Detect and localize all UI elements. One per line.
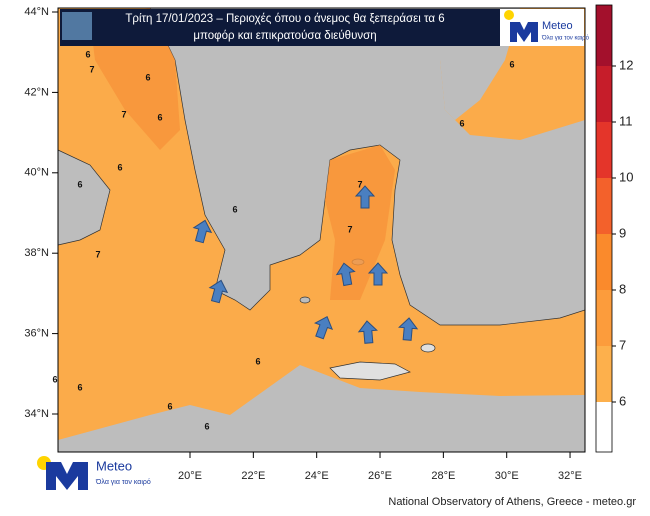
contour-label: 6 — [52, 374, 57, 384]
colorbar-band — [596, 178, 612, 234]
logo-sun — [504, 10, 514, 20]
colorbar: 6 7 8 9 10 11 12 — [595, 4, 633, 453]
contour-labels: 6 7 6 7 6 6 7 6 6 7 6 6 6 6 7 6 6 6 — [52, 49, 514, 431]
contour-label: 6 — [157, 112, 162, 122]
logo-tagline: Όλα για τον καιρό — [541, 35, 590, 42]
contour-label: 7 — [89, 64, 94, 74]
colorbar-label: 10 — [619, 169, 633, 184]
colorbar-band — [596, 234, 612, 290]
colorbar-frame — [595, 4, 613, 453]
title: μποφόρ και επικρατούσα διεύθυνση — [193, 30, 376, 42]
contour-label: 6 — [255, 356, 260, 366]
colorbar-label: 11 — [619, 113, 633, 128]
colorbar-band — [596, 402, 612, 452]
crete — [329, 361, 411, 381]
colorbar-label: 9 — [619, 225, 626, 240]
contour-label: 7 — [357, 179, 362, 189]
title-box: Τρίτη 17/01/2023 – Περιοχές όπου ο άνεμο… — [60, 9, 590, 46]
contour-label: 6 — [204, 421, 209, 431]
lat-label: 42°N — [24, 86, 49, 98]
contour-label: 6 — [167, 401, 172, 411]
logo-tagline: Όλα για τον καιρό — [95, 478, 151, 486]
lat-label: 34°N — [24, 408, 49, 420]
colorbar-label: 7 — [619, 337, 626, 352]
lat-label: 38°N — [24, 247, 49, 259]
lon-label: 22°E — [241, 470, 265, 482]
contour-label: 7 — [121, 109, 126, 119]
island — [299, 296, 311, 304]
contour-label: 7 — [95, 249, 100, 259]
wind-zone-7 — [325, 145, 395, 300]
colorbar-label: 6 — [619, 393, 626, 408]
colorbar-label: 12 — [619, 57, 633, 72]
lon-label: 26°E — [368, 470, 392, 482]
contour-label: 6 — [117, 162, 122, 172]
logo-name: Meteo — [96, 458, 132, 473]
lon-label: 28°E — [431, 470, 455, 482]
map-area — [57, 7, 586, 453]
lon-label: 30°E — [495, 470, 519, 482]
land-africa — [58, 365, 585, 452]
lon-label: 20°E — [178, 470, 202, 482]
contour-label: 7 — [347, 224, 352, 234]
logo-name: Meteo — [542, 20, 573, 32]
bottom-logo: Meteo Όλα για τον καιρό — [37, 456, 151, 490]
colorbar-band — [596, 66, 612, 122]
logo-mark — [46, 462, 88, 490]
contour-label: 6 — [145, 72, 150, 82]
contour-label: 6 — [77, 382, 82, 392]
contour-label: 6 — [77, 179, 82, 189]
colorbar-label: 8 — [619, 281, 626, 296]
wind-icon — [62, 12, 92, 40]
colorbar-band — [596, 346, 612, 402]
contour-label: 6 — [509, 59, 514, 69]
contour-label: 6 — [85, 49, 90, 59]
axes: 44°N 42°N 40°N 38°N 36°N 34°N 20°E 22°E 24°E 26°E… — [24, 6, 582, 482]
footer: National Observatory of Athens, Greece -… — [388, 496, 636, 508]
logo-mark — [510, 22, 538, 42]
title: Τρίτη 17/01/2023 – Περιοχές όπου ο άνεμο… — [125, 13, 444, 25]
colorbar-band — [596, 290, 612, 346]
lat-label: 44°N — [24, 6, 49, 18]
island — [420, 343, 436, 353]
lon-label: 24°E — [305, 470, 329, 482]
lat-label: 40°N — [24, 167, 49, 179]
map-frame — [57, 7, 586, 453]
contour-label: 6 — [232, 204, 237, 214]
lat-label: 36°N — [24, 328, 49, 340]
colorbar-band — [596, 122, 612, 178]
contour-label: 6 — [459, 118, 464, 128]
colorbar-band — [596, 5, 612, 66]
lon-label: 32°E — [558, 470, 582, 482]
title-bg — [60, 9, 500, 46]
